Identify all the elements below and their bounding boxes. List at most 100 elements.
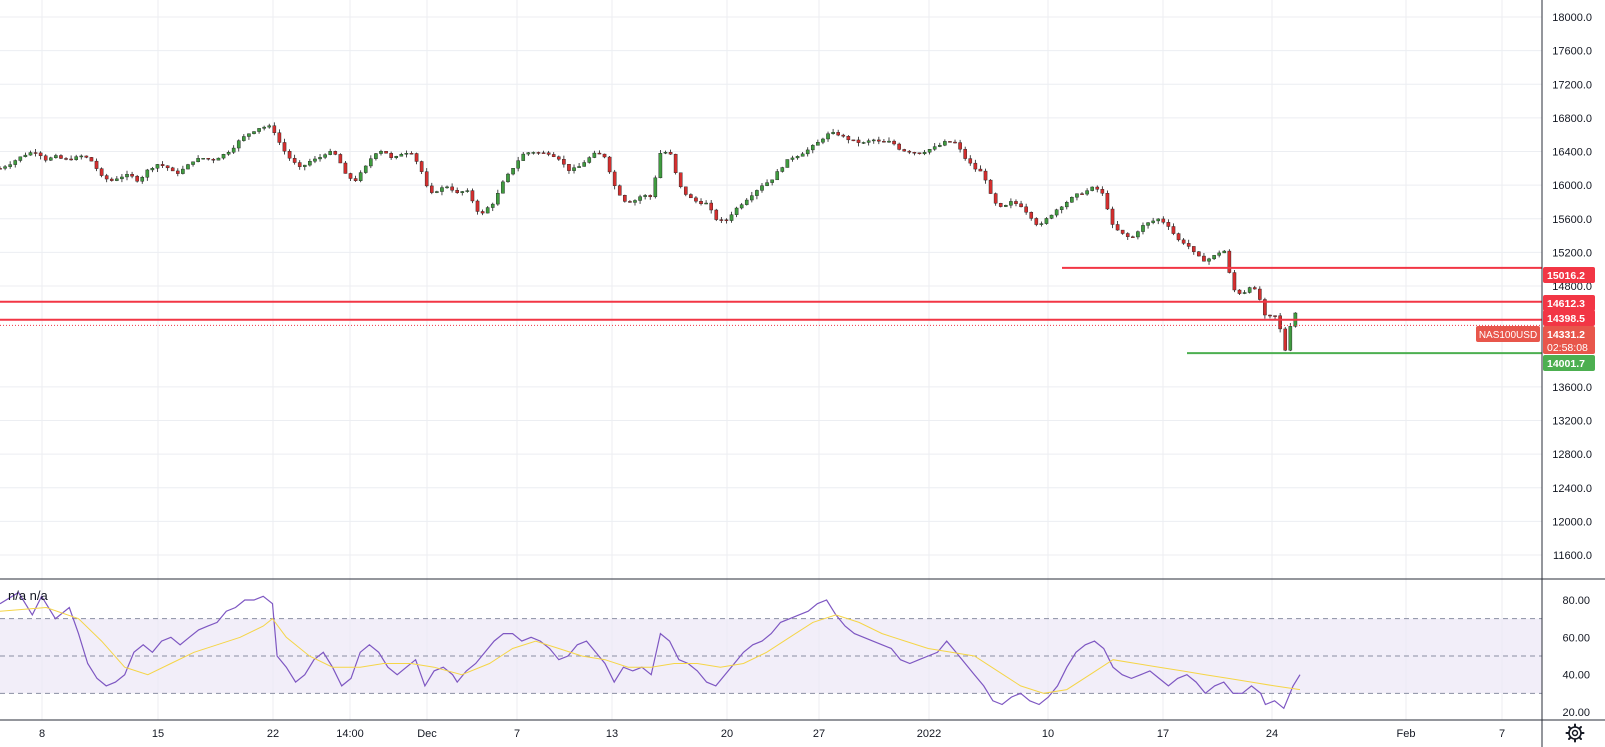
support-price-badge: 14001.7 bbox=[1547, 358, 1585, 370]
candle-down bbox=[1029, 212, 1034, 219]
candle-down bbox=[1131, 236, 1135, 238]
candle-down bbox=[983, 170, 988, 181]
candle-up bbox=[734, 207, 739, 215]
candle-down bbox=[724, 219, 729, 221]
candles-layer bbox=[0, 122, 1298, 352]
candle-down bbox=[683, 186, 688, 195]
candle-down bbox=[424, 171, 429, 187]
candle-up bbox=[790, 157, 795, 160]
time-tick-label: 20 bbox=[721, 728, 733, 740]
candle-down bbox=[160, 164, 165, 166]
candle-up bbox=[785, 159, 790, 168]
candle-down bbox=[1202, 255, 1206, 262]
candle-down bbox=[836, 132, 840, 136]
price-tick-label: 16000.0 bbox=[1552, 180, 1592, 192]
grid-layer bbox=[0, 0, 1542, 720]
candle-down bbox=[135, 175, 139, 182]
candle-down bbox=[1171, 226, 1176, 234]
candle-down bbox=[1120, 229, 1125, 234]
candle-up bbox=[663, 152, 668, 154]
candle-up bbox=[369, 158, 373, 167]
candle-down bbox=[907, 150, 912, 153]
price-tick-label: 12400.0 bbox=[1552, 483, 1592, 495]
candle-down bbox=[297, 162, 302, 167]
price-tick-label: 16400.0 bbox=[1552, 147, 1592, 159]
candle-up bbox=[18, 156, 23, 161]
candle-up bbox=[23, 154, 28, 158]
price-axis[interactable]: 18000.0 17600.0 17200.0 16800.0 16400.0 16000… bbox=[1552, 12, 1592, 562]
candle-up bbox=[267, 125, 272, 128]
price-tick-label: 17600.0 bbox=[1552, 46, 1592, 58]
time-tick-label: 2022 bbox=[917, 728, 941, 740]
candle-up bbox=[805, 149, 810, 155]
candle-down bbox=[348, 173, 353, 179]
time-axis[interactable]: 8 15 22 14:00 Dec 7 13 20 27 2022 10 17 24 Feb 7 bbox=[39, 728, 1505, 740]
candle-down bbox=[1268, 314, 1272, 317]
candle-up bbox=[1156, 218, 1161, 222]
candle-up bbox=[1085, 190, 1089, 195]
candle-down bbox=[1278, 315, 1282, 330]
candle-down bbox=[628, 201, 632, 203]
candle-up bbox=[826, 133, 830, 140]
candle-up bbox=[186, 164, 190, 170]
candle-down bbox=[567, 164, 571, 171]
candle-down bbox=[1105, 193, 1110, 210]
candle-down bbox=[470, 190, 475, 202]
candle-down bbox=[480, 211, 485, 214]
candle-up bbox=[79, 155, 84, 158]
candle-down bbox=[912, 152, 917, 154]
candle-up bbox=[1090, 186, 1094, 191]
candle-down bbox=[1227, 250, 1232, 273]
price-tick-label: 16800.0 bbox=[1552, 113, 1592, 125]
candle-down bbox=[211, 158, 216, 161]
candle-up bbox=[308, 161, 312, 166]
support-price-badge-bg bbox=[1543, 355, 1595, 371]
candle-up bbox=[582, 162, 586, 167]
candle-up bbox=[927, 149, 932, 153]
candle-up bbox=[140, 177, 145, 182]
candle-up bbox=[3, 166, 7, 169]
candle-up bbox=[1151, 220, 1155, 223]
candle-down bbox=[958, 142, 962, 150]
candle-down bbox=[968, 158, 973, 164]
candle-down bbox=[43, 155, 48, 161]
time-tick-label: 22 bbox=[267, 728, 279, 740]
candle-up bbox=[816, 142, 820, 146]
candle-down bbox=[1263, 299, 1267, 316]
candle-up bbox=[887, 140, 891, 143]
candle-up bbox=[744, 199, 749, 205]
candle-down bbox=[882, 141, 886, 143]
candle-up bbox=[226, 152, 231, 155]
price-tick-label: 11600.0 bbox=[1553, 550, 1592, 562]
candle-down bbox=[353, 178, 358, 181]
candle-down bbox=[917, 152, 922, 155]
rsi-tick-label: 60.00 bbox=[1562, 632, 1590, 644]
candle-down bbox=[892, 140, 896, 145]
gear-icon[interactable] bbox=[1565, 723, 1585, 743]
candle-up bbox=[795, 156, 800, 159]
candle-up bbox=[150, 168, 155, 171]
price-tick-label: 14800.0 bbox=[1552, 281, 1592, 293]
candle-down bbox=[846, 136, 851, 141]
candle-up bbox=[577, 166, 581, 168]
candle-down bbox=[973, 162, 978, 170]
rsi-axis[interactable]: 80.00 60.00 40.00 20.00 bbox=[1562, 595, 1590, 719]
candle-up bbox=[643, 195, 647, 197]
time-tick-label: Dec bbox=[417, 728, 437, 740]
time-tick-label: 8 bbox=[39, 728, 45, 740]
candle-down bbox=[104, 175, 109, 180]
candle-up bbox=[1217, 252, 1221, 256]
candle-up bbox=[181, 168, 185, 174]
candle-down bbox=[1176, 233, 1181, 241]
candle-up bbox=[221, 154, 226, 159]
resistance-price-badge: 14612.3 bbox=[1547, 298, 1585, 310]
candle-up bbox=[236, 140, 241, 149]
rsi-panel-label: n/a n/a bbox=[8, 588, 49, 603]
levels-layer bbox=[0, 266, 1542, 355]
candle-up bbox=[943, 141, 947, 146]
candle-up bbox=[755, 190, 759, 196]
candle-down bbox=[546, 152, 551, 155]
candle-up bbox=[318, 157, 322, 160]
price-tick-label: 13600.0 bbox=[1552, 382, 1592, 394]
candle-down bbox=[1186, 243, 1191, 247]
